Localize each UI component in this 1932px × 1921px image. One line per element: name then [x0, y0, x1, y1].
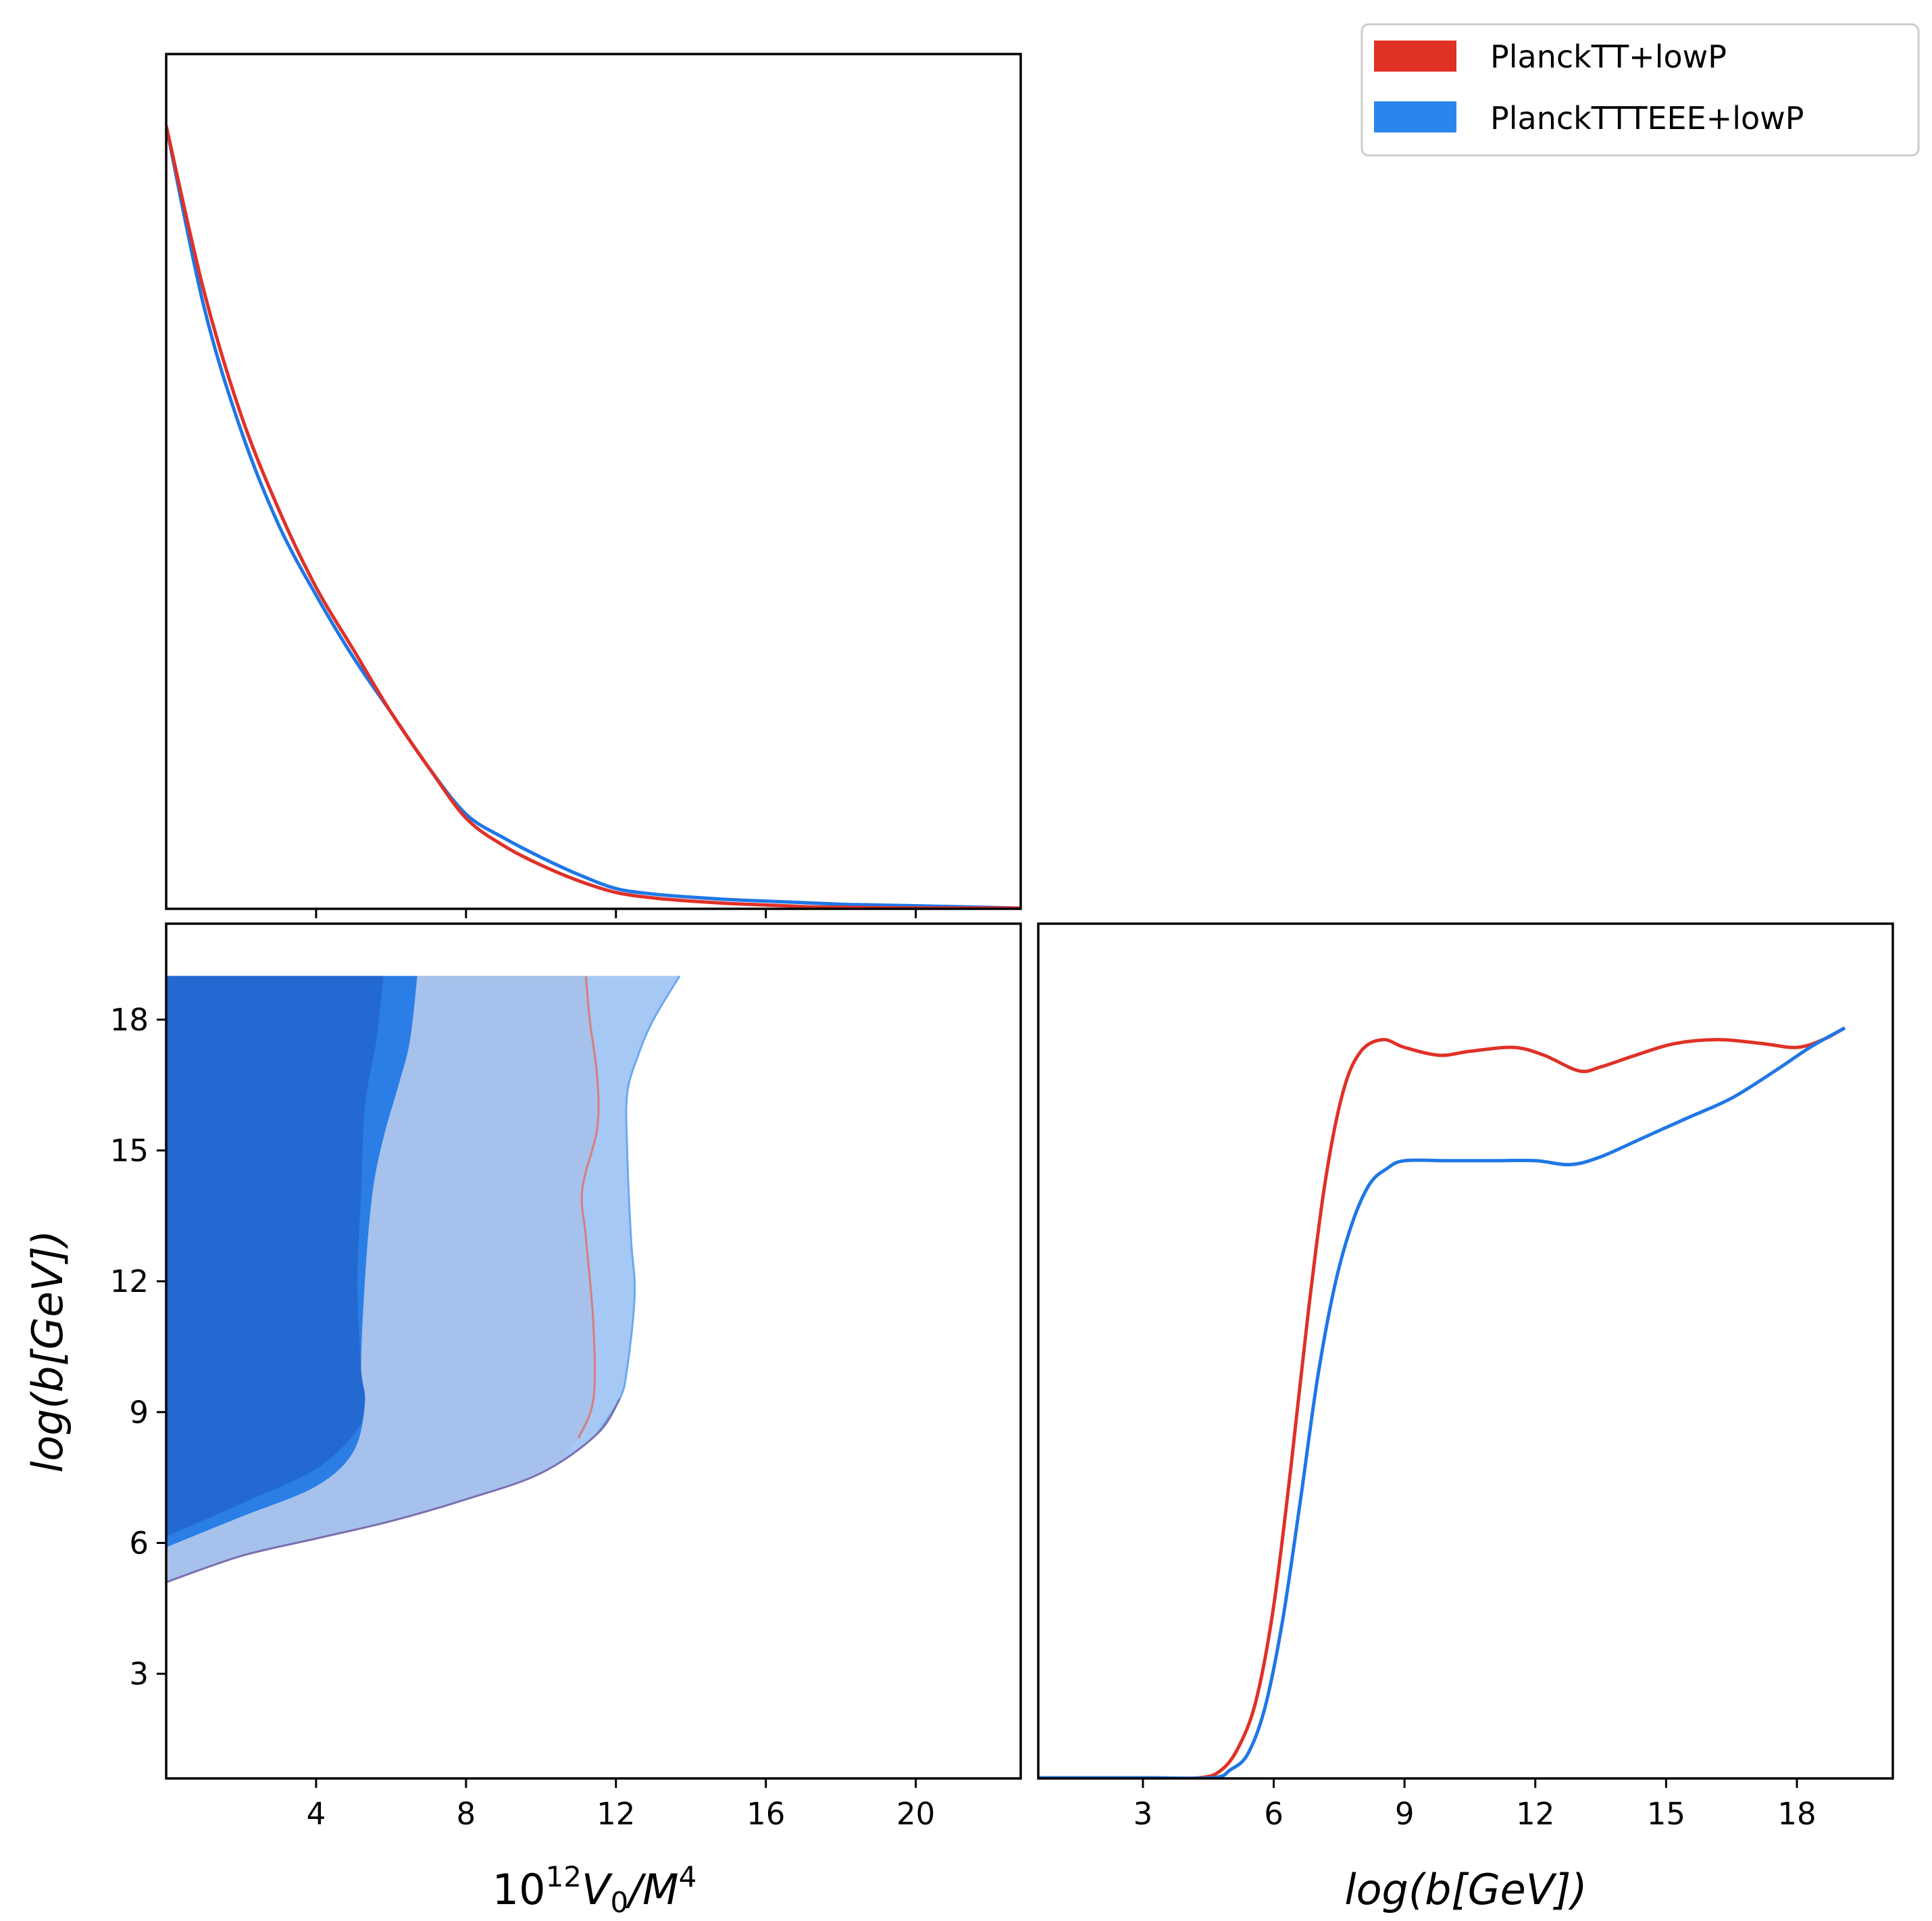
- logb-marginal-series-group: [1038, 1026, 1846, 1778]
- legend-swatch-plancktttteee: [1374, 101, 1456, 132]
- contour-ytick-label-9: 9: [129, 1395, 149, 1430]
- contour-xtick-label-4: 4: [307, 1796, 326, 1832]
- contour-xtick-label-16: 16: [746, 1796, 785, 1832]
- legend-swatch-plancktt: [1374, 41, 1456, 72]
- logb-marginal-xtick-label-12: 12: [1516, 1796, 1554, 1832]
- legend-label-plancktttteee: PlanckTTTEEE+lowP: [1490, 100, 1804, 136]
- contour-edge-plancktt-lowp-95: [577, 976, 600, 1439]
- v0-marginal-series-group: [166, 125, 1021, 909]
- contour-xtick-label-12: 12: [596, 1796, 635, 1832]
- v0-marginal-frame: [165, 53, 1022, 910]
- logb-marginal-ticks: 3 6 9 12 15 18: [1134, 1778, 1816, 1832]
- contour-xtick-label-20: 20: [896, 1796, 935, 1832]
- v0-marginal-line-planckttteee-lowp: [166, 125, 1021, 909]
- contour-fill-plancktt-lowp-68: [166, 976, 384, 1537]
- legend-label-plancktt: PlanckTT+lowP: [1490, 39, 1727, 75]
- y-axis-label-logb: log(b[GeV]): [23, 1230, 72, 1472]
- contour-xtick-label-8: 8: [457, 1796, 476, 1832]
- logb-marginal-xtick-label-3: 3: [1134, 1796, 1153, 1832]
- legend: PlanckTT+lowP PlanckTTTEEE+lowP: [1361, 23, 1920, 157]
- contour-ytick-label-3: 3: [129, 1656, 149, 1692]
- logb-marginal-line-planckttteee-lowp: [1038, 1026, 1846, 1778]
- panel-v0-marginal: [165, 53, 1022, 918]
- contour-group: [166, 975, 681, 1584]
- panel-2d-contours: 4 8 12 16 20 3 6 9 12 15 18: [110, 922, 1022, 1832]
- contour-lower-edge: [166, 1398, 621, 1584]
- x-axis-label-v0: 1012V0/M4: [492, 1860, 697, 1919]
- logb-marginal-xtick-label-18: 18: [1777, 1796, 1816, 1832]
- contour-ytick-label-15: 15: [110, 1133, 149, 1169]
- contour-ytick-label-12: 12: [110, 1264, 149, 1299]
- logb-marginal-xtick-label-9: 9: [1395, 1796, 1415, 1832]
- contour-frame: [165, 922, 1022, 1780]
- v0-marginal-line-plancktt-lowp: [166, 125, 1021, 909]
- panel-logb-marginal: 3 6 9 12 15 18: [1037, 922, 1894, 1832]
- contour-ytick-label-18: 18: [110, 1002, 149, 1038]
- logb-marginal-frame: [1037, 922, 1894, 1780]
- logb-marginal-line-plancktt-lowp: [1038, 1026, 1846, 1778]
- contour-ticks: 4 8 12 16 20 3 6 9 12 15 18: [110, 1002, 936, 1832]
- v0-marginal-ticks: [315, 909, 917, 918]
- logb-marginal-xtick-label-6: 6: [1264, 1796, 1283, 1832]
- legend-box: [1361, 23, 1920, 157]
- x-axis-label-logb: log(b[GeV]): [1344, 1865, 1587, 1914]
- contour-edge-planckttteee-lowp-95: [596, 975, 681, 1434]
- contour-ytick-label-6: 6: [129, 1525, 149, 1561]
- logb-marginal-xtick-label-15: 15: [1647, 1796, 1685, 1832]
